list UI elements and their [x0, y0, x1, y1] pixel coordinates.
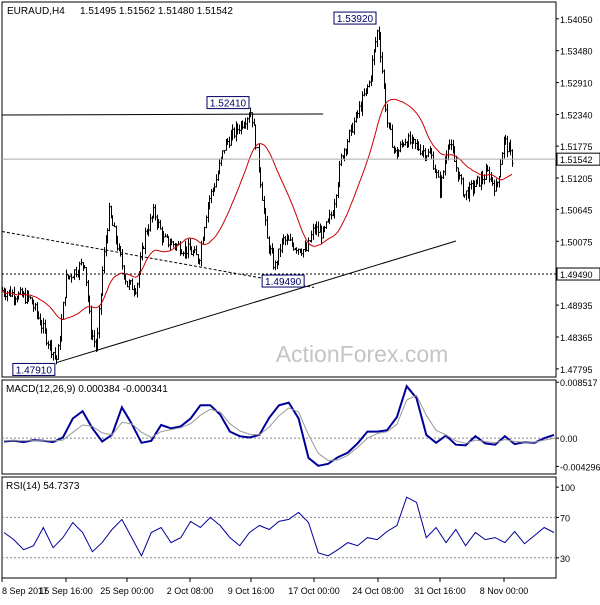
price-annotation-label: 1.52410 [210, 99, 247, 110]
level-flag-box [556, 267, 600, 281]
price-annotation-label: 1.47910 [16, 365, 53, 376]
rsi-axis-tick-label: 30 [560, 554, 570, 564]
price-axis-tick-label: 1.48935 [560, 301, 593, 311]
current-price-flag-box [556, 152, 600, 166]
price-axis-tick-label: 1.54050 [560, 15, 593, 25]
trendline-solid [1, 113, 324, 116]
macd-title: MACD(12,26,9) 0.000384 -0.000341 [6, 384, 168, 395]
price-axis-tick-label: 1.52340 [560, 111, 593, 121]
level-flag-label: 1.49490 [560, 270, 593, 280]
watermark: ActionForex.com [276, 341, 449, 367]
trendline-solid [56, 240, 457, 363]
rsi-axis-tick-label: 70 [560, 513, 570, 523]
rsi-line [3, 496, 555, 557]
price-annotation-label: 1.49490 [265, 277, 302, 288]
macd-signal-line [4, 394, 555, 462]
moving-average-line [1, 98, 513, 320]
time-axis-tick-label: 15 Sep 16:00 [39, 586, 93, 596]
macd-axis-tick-label: 0.00 [560, 434, 578, 444]
current-price-flag-label: 1.51542 [560, 155, 593, 165]
price-panel-frame [1, 1, 557, 378]
time-axis-tick-label: 31 Oct 16:00 [414, 586, 466, 596]
price-axis-tick-label: 1.51205 [560, 174, 593, 184]
macd-axis-tick-label: -0.004296 [560, 462, 600, 472]
axis-layer: 1.54050 1.53480 1.52910 1.52340 1.51775 1.512… [1, 15, 600, 596]
time-axis-tick-label: 25 Sep 00:00 [100, 586, 154, 596]
time-axis-tick-label: 24 Oct 08:00 [352, 586, 404, 596]
price-axis-tick-label: 1.48365 [560, 333, 593, 343]
price-axis-tick-label: 1.50075 [560, 237, 593, 247]
ohlc-readout: 1.51495 1.51562 1.51480 1.51542 [80, 6, 233, 17]
macd-axis-tick-label: 0.008517 [560, 378, 598, 388]
rsi-title: RSI(14) 54.7373 [6, 481, 80, 492]
time-axis-tick-label: 9 Oct 16:00 [228, 586, 275, 596]
price-axis-tick-label: 1.50645 [560, 205, 593, 215]
time-axis-tick-label: 17 Oct 00:00 [288, 586, 340, 596]
rsi-layer [2, 496, 556, 559]
rsi-axis-tick-label: 100 [560, 483, 575, 493]
time-axis-tick-label: 8 Nov 00:00 [480, 586, 529, 596]
price-annotation-box [261, 274, 305, 288]
price-annotation-box [206, 96, 250, 110]
symbol-label: EURAUD,H4 [7, 6, 65, 17]
rsi-panel-frame [1, 476, 557, 579]
price-axis-tick-label: 1.47795 [560, 365, 593, 375]
time-axis-tick-label: 8 Sep 2017 [2, 586, 48, 596]
price-axis-tick-label: 1.53480 [560, 47, 593, 57]
price-annotation-label: 1.53920 [337, 14, 374, 25]
time-axis-tick-label: 2 Oct 08:00 [167, 586, 214, 596]
price-axis-tick-label: 1.52910 [560, 79, 593, 89]
trendline-dashed [1, 230, 315, 288]
macd-panel-frame [1, 379, 557, 475]
macd-line [3, 384, 555, 467]
price-axis-tick-label: 1.51775 [560, 142, 593, 152]
price-layer: 1.47910 1.52410 1.49490 1.53920 [1, 11, 556, 376]
price-annotation-box [12, 362, 56, 376]
macd-layer [2, 384, 556, 467]
price-annotation-box [333, 11, 377, 25]
